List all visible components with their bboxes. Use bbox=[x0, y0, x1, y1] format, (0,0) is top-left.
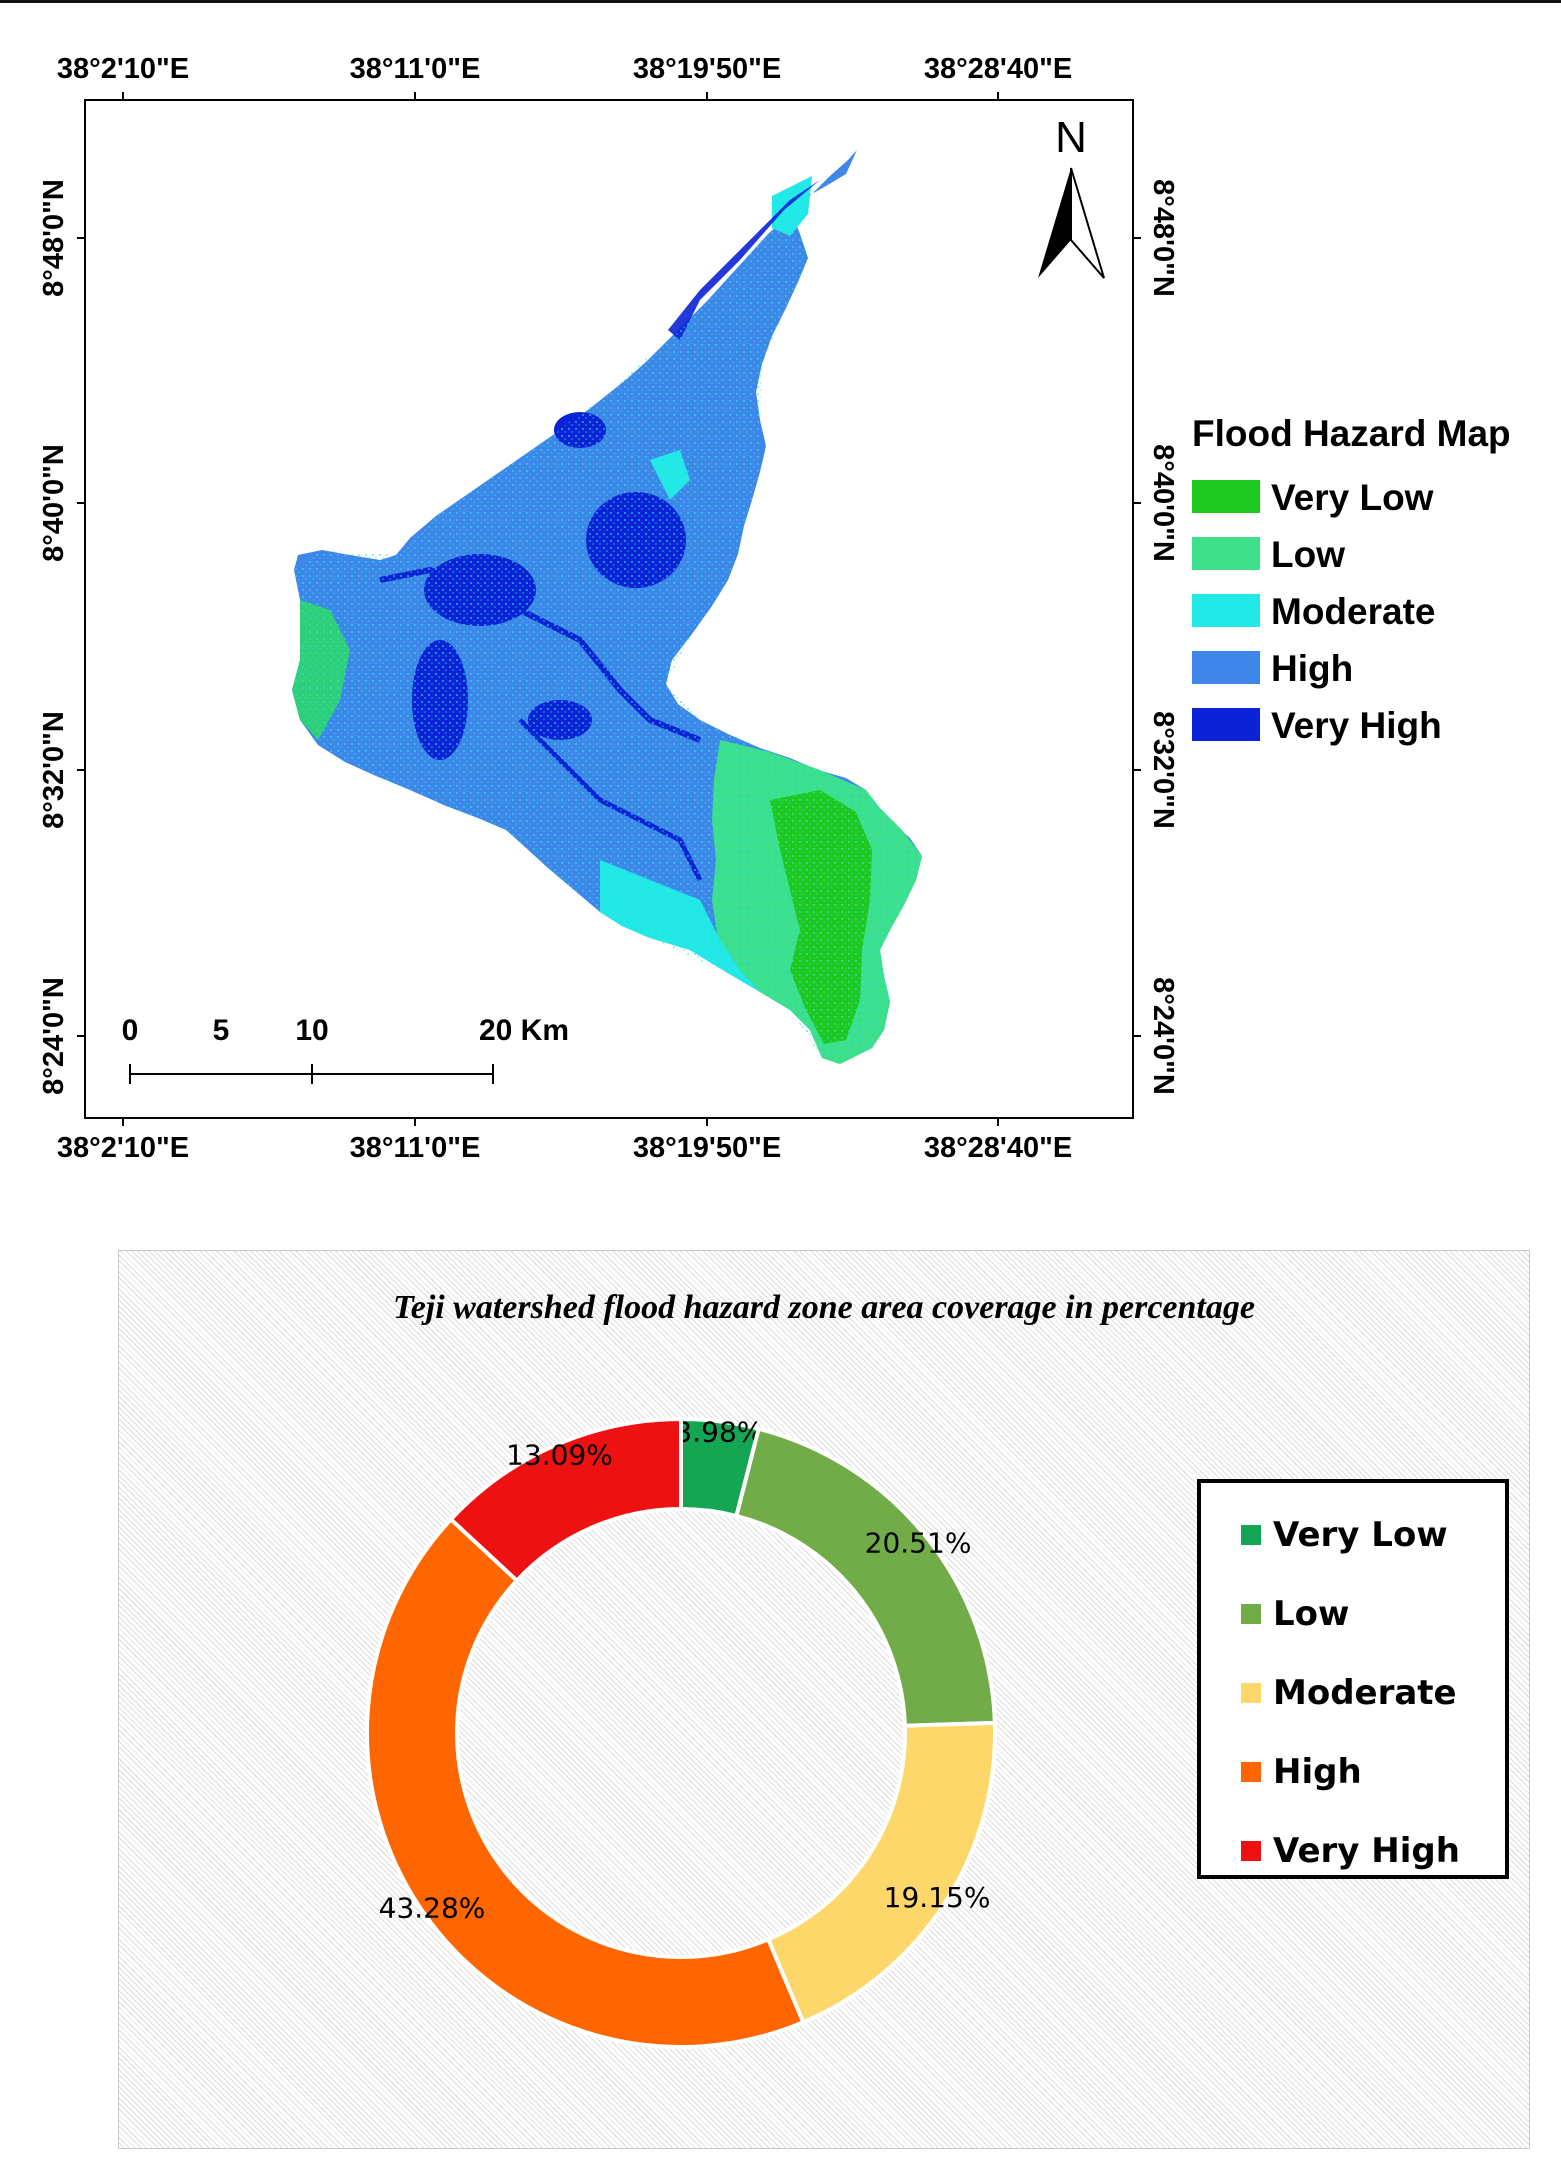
donut-label-moderate: 19.15% bbox=[884, 1881, 991, 1914]
donut-legend-label: High bbox=[1273, 1751, 1362, 1792]
scale-tick-0: 0 bbox=[122, 1014, 139, 1047]
donut-legend-item-very-low: Very Low bbox=[1241, 1495, 1505, 1574]
donut-legend-swatch bbox=[1241, 1524, 1261, 1545]
map-legend-swatch-very-low bbox=[1192, 480, 1260, 513]
donut-label-high: 43.28% bbox=[379, 1891, 486, 1924]
map-legend-label-high: High bbox=[1271, 648, 1353, 689]
donut-legend-item-high: High bbox=[1241, 1732, 1505, 1811]
lon-label-top-4: 38°28'40"E bbox=[924, 53, 1072, 85]
chart-title: Teji watershed flood hazard zone area co… bbox=[393, 1289, 1255, 1326]
donut-legend-swatch bbox=[1241, 1682, 1261, 1703]
map-legend-label-moderate: Moderate bbox=[1271, 591, 1435, 632]
map-legend-swatch-very-high bbox=[1192, 708, 1260, 741]
lat-label-left-1: 8°48'0"N bbox=[38, 179, 70, 297]
scale-tick-5: 5 bbox=[213, 1014, 230, 1047]
lat-label-left-3: 8°32'0"N bbox=[38, 711, 70, 829]
donut-legend-item-very-high: Very High bbox=[1241, 1811, 1505, 1890]
donut-legend-item-low: Low bbox=[1241, 1574, 1505, 1653]
map-legend-label-very-low: Very Low bbox=[1271, 477, 1434, 518]
donut-legend-swatch bbox=[1241, 1603, 1261, 1624]
map-legend-title: Flood Hazard Map bbox=[1192, 413, 1511, 454]
donut-label-very-high: 13.09% bbox=[506, 1438, 613, 1471]
donut-label-low: 20.51% bbox=[865, 1527, 972, 1560]
north-arrow-icon: N bbox=[1038, 113, 1105, 279]
donut-legend-swatch bbox=[1241, 1761, 1261, 1782]
lat-label-right-3: 8°32'0"N bbox=[1147, 711, 1179, 829]
donut-slice-moderate bbox=[765, 1720, 997, 2025]
lat-label-right-2: 8°40'0"N bbox=[1147, 444, 1179, 562]
donut-slice-low bbox=[733, 1426, 997, 1728]
donut-slice-high bbox=[365, 1516, 806, 2049]
map-legend-swatch-high bbox=[1192, 651, 1260, 684]
donut-label-very-low: 3.98% bbox=[674, 1415, 763, 1448]
lon-label-top-3: 38°19'50"E bbox=[633, 53, 781, 85]
top-rule bbox=[0, 0, 1561, 3]
lon-label-bottom-4: 38°28'40"E bbox=[924, 1132, 1072, 1164]
donut-legend-item-moderate: Moderate bbox=[1241, 1653, 1505, 1732]
lon-label-top-1: 38°2'10"E bbox=[57, 53, 189, 85]
lat-label-left-2: 8°40'0"N bbox=[38, 444, 70, 562]
lat-label-right-4: 8°24'0"N bbox=[1147, 977, 1179, 1095]
north-label: N bbox=[1055, 113, 1087, 162]
scale-tick-20: 20 Km bbox=[479, 1014, 569, 1047]
watershed-texture bbox=[292, 150, 922, 1058]
map-legend-label-low: Low bbox=[1271, 534, 1345, 575]
map-legend-swatch-moderate bbox=[1192, 594, 1260, 627]
donut-legend: Very Low Low Moderate High Very High bbox=[1197, 1479, 1509, 1879]
lon-label-bottom-2: 38°11'0"E bbox=[350, 1132, 481, 1164]
map-legend: Flood Hazard Map Very Low Low Moderate H… bbox=[1192, 413, 1511, 746]
donut-legend-label: Very Low bbox=[1273, 1514, 1448, 1555]
watershed-very-high-north bbox=[668, 180, 820, 340]
donut-legend-label: Low bbox=[1273, 1593, 1350, 1634]
scale-bar: 0 5 10 20 Km bbox=[122, 1014, 569, 1084]
map-legend-label-very-high: Very High bbox=[1271, 705, 1442, 746]
donut-legend-label: Moderate bbox=[1273, 1672, 1457, 1713]
lat-label-left-4: 8°24'0"N bbox=[38, 977, 70, 1095]
donut-legend-label: Very High bbox=[1273, 1830, 1460, 1871]
scale-tick-10: 10 bbox=[295, 1014, 328, 1047]
donut-legend-swatch bbox=[1241, 1840, 1261, 1861]
lon-label-bottom-3: 38°19'50"E bbox=[633, 1132, 781, 1164]
donut-chart: 3.98% 20.51% 19.15% 43.28% 13.09% bbox=[365, 1415, 997, 2049]
lon-label-bottom-1: 38°2'10"E bbox=[57, 1132, 189, 1164]
lon-label-top-2: 38°11'0"E bbox=[350, 53, 481, 85]
flood-hazard-map: 38°2'10"E 38°11'0"E 38°19'50"E 38°28'40"… bbox=[38, 53, 1511, 1164]
donut-slice-very-high bbox=[448, 1416, 683, 1584]
lat-label-right-1: 8°48'0"N bbox=[1147, 179, 1179, 297]
map-legend-swatch-low bbox=[1192, 537, 1260, 570]
donut-chart-panel: Teji watershed flood hazard zone area co… bbox=[118, 1250, 1530, 2149]
